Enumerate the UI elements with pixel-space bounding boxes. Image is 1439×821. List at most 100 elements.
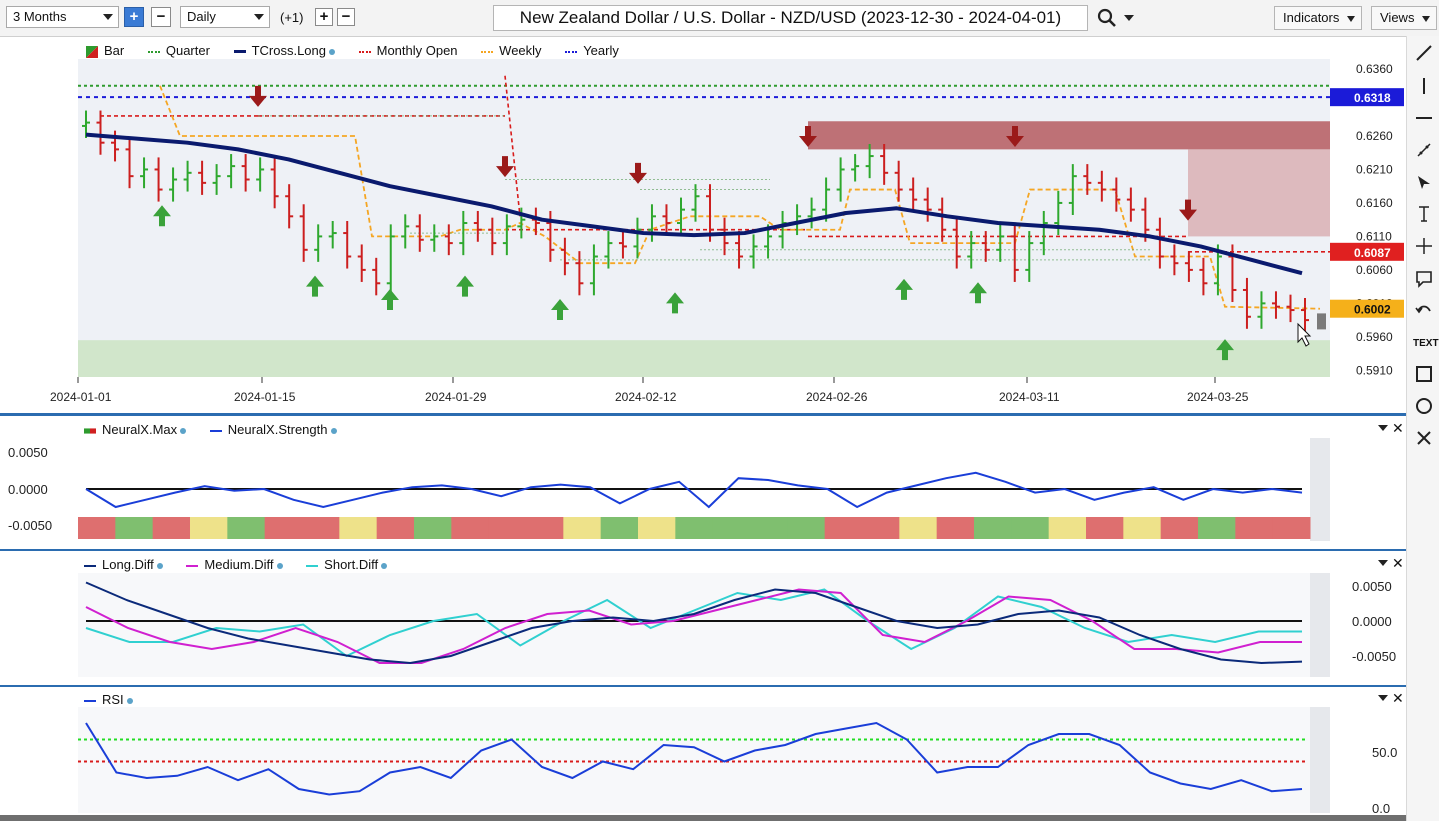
price-bar[interactable] — [822, 177, 831, 222]
price-bar[interactable] — [1271, 291, 1280, 319]
price-bar[interactable] — [343, 221, 352, 269]
price-bar[interactable] — [589, 244, 598, 296]
price-bar[interactable] — [473, 210, 482, 242]
arrow-icon[interactable] — [1413, 171, 1435, 193]
panel-divider[interactable] — [0, 685, 1406, 687]
price-bar[interactable] — [270, 157, 279, 209]
comment-icon[interactable] — [1413, 267, 1435, 289]
close-icon[interactable] — [1413, 427, 1435, 449]
price-bar[interactable] — [401, 214, 410, 249]
price-bar[interactable] — [212, 164, 221, 195]
price-bar[interactable] — [807, 197, 816, 229]
price-bar[interactable] — [1257, 291, 1266, 329]
price-bar[interactable] — [981, 231, 990, 262]
price-bar[interactable] — [430, 224, 439, 252]
price-bar[interactable] — [720, 217, 729, 256]
price-bar[interactable] — [996, 224, 1005, 262]
settings-dot-icon[interactable] — [126, 697, 133, 704]
price-bar[interactable] — [662, 204, 671, 236]
settings-dot-icon[interactable] — [381, 562, 388, 569]
price-bar[interactable] — [967, 231, 976, 269]
price-bar[interactable] — [125, 137, 134, 189]
panel-divider[interactable] — [0, 549, 1406, 551]
price-bar[interactable] — [560, 237, 569, 276]
fib-icon[interactable] — [1413, 203, 1435, 225]
price-bar[interactable] — [952, 217, 961, 269]
price-bar[interactable] — [618, 231, 627, 259]
settings-dot-icon[interactable] — [328, 48, 335, 55]
pencil-icon[interactable] — [1413, 139, 1435, 161]
price-bar[interactable] — [1112, 177, 1121, 212]
diff-panel[interactable]: 0.0050 0.0000 -0.0050 Long.Diff Medium.Dif… — [0, 551, 1406, 685]
settings-dot-icon[interactable] — [276, 562, 283, 569]
price-bar[interactable] — [82, 110, 90, 138]
range-select[interactable]: 3 Months — [6, 6, 119, 28]
price-bar[interactable] — [1039, 210, 1048, 256]
neural-panel[interactable]: 0.0050 0.0000 -0.0050 NeuralX.Max NeuralX.… — [0, 416, 1406, 549]
price-bar[interactable] — [1126, 187, 1135, 222]
zoom-out-button[interactable]: − — [151, 7, 171, 27]
text-icon[interactable]: TEXT — [1413, 333, 1439, 355]
symbol-title[interactable]: New Zealand Dollar / U.S. Dollar - NZD/U… — [493, 5, 1088, 31]
settings-dot-icon[interactable] — [180, 427, 187, 434]
price-bar[interactable] — [256, 157, 265, 192]
price-bar[interactable] — [1184, 251, 1193, 282]
price-bar[interactable] — [198, 160, 207, 195]
undo-icon[interactable] — [1413, 299, 1435, 321]
offset-minus-button[interactable]: − — [337, 8, 355, 26]
price-bar[interactable] — [735, 231, 744, 269]
price-bar[interactable] — [169, 167, 178, 202]
price-bar[interactable] — [183, 160, 192, 192]
price-bar[interactable] — [647, 204, 656, 242]
price-bar[interactable] — [1301, 298, 1309, 333]
price-chart[interactable]: 0.6360 0.6260 0.6210 0.6160 0.6110 0.6060 0.60… — [0, 37, 1406, 413]
price-bar[interactable] — [415, 214, 424, 252]
panel-menu-chevron-icon[interactable] — [1378, 695, 1388, 701]
crosshair-icon[interactable] — [1413, 235, 1435, 257]
rsi-chart[interactable]: 50.0 0.0 — [0, 687, 1406, 815]
diff-chart[interactable]: 0.0050 0.0000 -0.0050 — [0, 551, 1406, 685]
price-bar[interactable] — [923, 187, 932, 222]
price-bar[interactable] — [633, 217, 642, 259]
price-bar[interactable] — [1286, 294, 1295, 323]
price-bar[interactable] — [691, 184, 700, 222]
price-bar[interactable] — [1097, 170, 1106, 202]
price-bar[interactable] — [227, 154, 236, 189]
panel-close-icon[interactable]: ✕ — [1392, 555, 1404, 571]
price-bar[interactable] — [154, 157, 163, 202]
price-bar[interactable] — [1242, 277, 1251, 329]
neural-chart[interactable]: 0.0050 0.0000 -0.0050 — [0, 416, 1406, 549]
offset-plus-button[interactable]: + — [315, 8, 333, 26]
interval-select[interactable]: Daily — [180, 6, 270, 28]
price-bar[interactable] — [1199, 257, 1208, 296]
price-bar[interactable] — [444, 224, 453, 256]
price-bar[interactable] — [894, 160, 903, 202]
rectangle-icon[interactable] — [1413, 363, 1435, 385]
price-bar[interactable] — [749, 234, 758, 269]
price-bar[interactable] — [285, 184, 294, 229]
line-draw-icon[interactable] — [1413, 42, 1435, 64]
price-bar[interactable] — [502, 214, 511, 256]
price-bar[interactable] — [241, 154, 250, 192]
circle-icon[interactable] — [1413, 395, 1435, 417]
vertical-line-icon[interactable] — [1413, 75, 1435, 97]
price-bar[interactable] — [1025, 231, 1034, 282]
price-bar[interactable] — [96, 110, 105, 155]
zoom-in-button[interactable]: + — [124, 7, 144, 27]
settings-dot-icon[interactable] — [156, 562, 163, 569]
price-bar[interactable] — [909, 177, 918, 212]
price-bar[interactable] — [1083, 164, 1092, 195]
price-bar[interactable] — [676, 197, 685, 236]
rsi-panel[interactable]: 50.0 0.0 RSI ✕ — [0, 687, 1406, 815]
settings-dot-icon[interactable] — [330, 427, 337, 434]
price-bar[interactable] — [140, 157, 149, 189]
panel-close-icon[interactable]: ✕ — [1392, 420, 1404, 436]
price-bar[interactable] — [575, 251, 584, 296]
price-bar[interactable] — [357, 244, 366, 282]
price-bar[interactable] — [880, 144, 889, 185]
price-bar[interactable] — [706, 184, 715, 242]
price-bar[interactable] — [1155, 217, 1164, 269]
price-bar[interactable] — [938, 197, 947, 242]
price-bar[interactable] — [865, 144, 874, 179]
views-button[interactable]: Views — [1371, 6, 1438, 30]
